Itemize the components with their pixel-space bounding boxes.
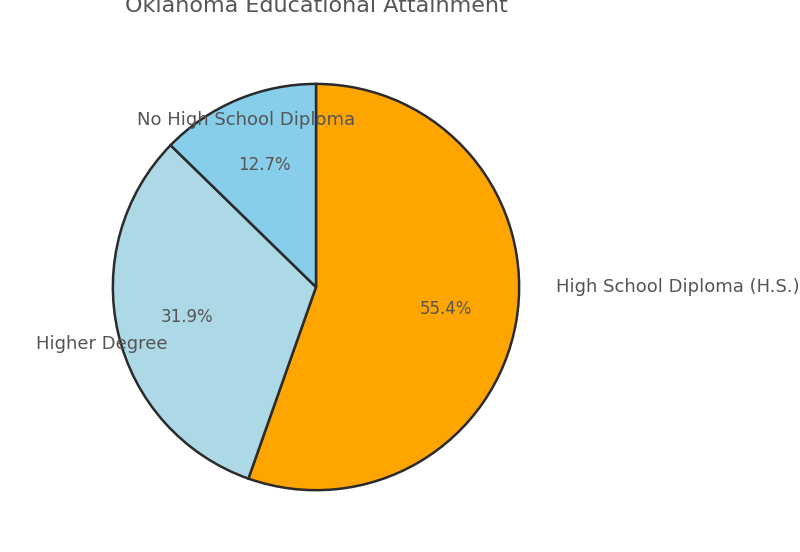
Text: 55.4%: 55.4% (420, 300, 472, 319)
Text: No High School Diploma: No High School Diploma (138, 112, 355, 130)
Text: 31.9%: 31.9% (161, 308, 214, 326)
Wedge shape (113, 145, 316, 479)
Wedge shape (170, 84, 316, 287)
Text: High School Diploma (H.S.): High School Diploma (H.S.) (556, 278, 799, 296)
Title: Oklahoma Educational Attainment: Oklahoma Educational Attainment (125, 0, 507, 17)
Wedge shape (248, 84, 519, 490)
Text: Higher Degree: Higher Degree (36, 335, 167, 353)
Text: 12.7%: 12.7% (238, 156, 291, 174)
